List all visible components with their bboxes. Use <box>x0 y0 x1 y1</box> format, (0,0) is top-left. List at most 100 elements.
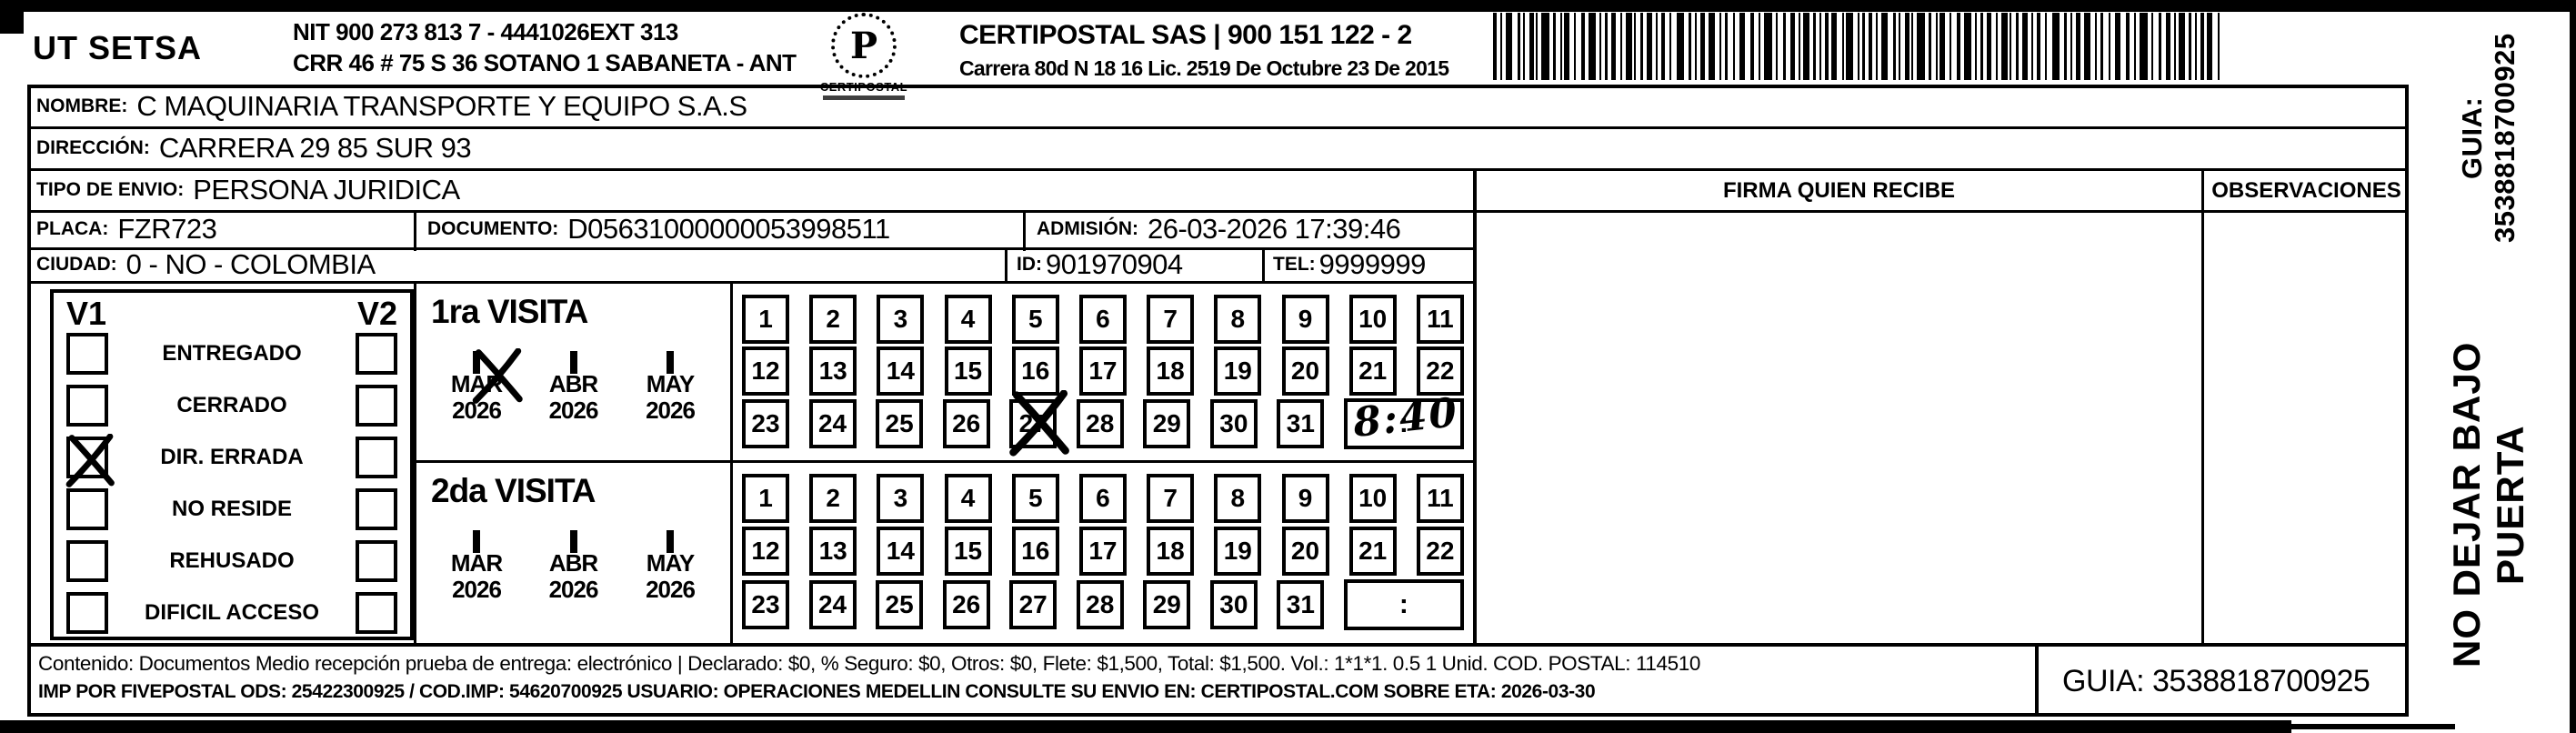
visit2-day-27[interactable]: 27 <box>1009 580 1057 629</box>
status-label-no-reside: NO RESIDE <box>171 497 293 521</box>
firma-quien-recibe-header: FIRMA QUIEN RECIBE <box>1722 178 1956 203</box>
visit1-month-checkbox-abr[interactable] <box>569 351 577 374</box>
visit1-day-4[interactable]: 4 <box>944 295 992 344</box>
visit2-day-29[interactable]: 29 <box>1143 580 1191 629</box>
visit2-month-checkbox-abr[interactable] <box>569 530 577 553</box>
visit1-time-box[interactable]: :8:40 <box>1343 389 1464 449</box>
visit2-day-2[interactable]: 2 <box>809 474 857 523</box>
visit2-day-30[interactable]: 30 <box>1209 580 1258 629</box>
status-label-dificil-acceso: DIFICIL ACCESO <box>144 600 319 625</box>
visit2-day-22[interactable]: 22 <box>1416 527 1464 576</box>
visit2-day-28[interactable]: 28 <box>1076 580 1124 629</box>
checkbox-v1-rehusado[interactable] <box>66 540 108 582</box>
visit2-day-1[interactable]: 1 <box>742 474 789 523</box>
visit1-day-2[interactable]: 2 <box>809 295 857 344</box>
visit2-day-16[interactable]: 16 <box>1011 527 1059 576</box>
visit2-day-11[interactable]: 11 <box>1416 474 1464 523</box>
visit2-day-8[interactable]: 8 <box>1214 474 1262 523</box>
visit1-month-checkbox-may[interactable] <box>667 351 674 374</box>
visit1-day-20[interactable]: 20 <box>1281 346 1329 396</box>
visit1-month-checkbox-mar[interactable] <box>472 348 523 404</box>
visit2-day-9[interactable]: 9 <box>1281 474 1329 523</box>
visit1-day-21[interactable]: 21 <box>1348 346 1397 396</box>
visit2-day-3[interactable]: 3 <box>877 474 925 523</box>
visit1-day-16[interactable]: 16 <box>1011 346 1059 396</box>
visit1-day-27[interactable]: 27 <box>1009 390 1070 457</box>
visit2-day-19[interactable]: 19 <box>1214 527 1262 576</box>
visit2-day-18[interactable]: 18 <box>1147 527 1195 576</box>
tipo-envio-label: TIPO DE ENVIO: <box>36 179 185 200</box>
visit1-day-8[interactable]: 8 <box>1214 295 1262 344</box>
direccion-value: CARRERA 29 85 SUR 93 <box>158 132 472 164</box>
checkbox-v2-dir-errada[interactable] <box>356 437 397 478</box>
visit1-day-18[interactable]: 18 <box>1147 346 1195 396</box>
company-address: Carrera 80d N 18 16 Lic. 2519 De Octubre… <box>959 56 1449 80</box>
checkbox-v1-cerrado[interactable] <box>66 385 108 427</box>
visit1-day-31[interactable]: 31 <box>1277 399 1325 448</box>
visit2-day-17[interactable]: 17 <box>1078 527 1127 576</box>
visit1-day-5[interactable]: 5 <box>1011 295 1059 344</box>
visit2-day-5[interactable]: 5 <box>1011 474 1059 523</box>
visit1-day-17[interactable]: 17 <box>1078 346 1127 396</box>
visit2-day-4[interactable]: 4 <box>944 474 992 523</box>
visit1-day-30[interactable]: 30 <box>1209 399 1258 448</box>
visit2-day-6[interactable]: 6 <box>1078 474 1127 523</box>
visit1-day-10[interactable]: 10 <box>1348 295 1397 344</box>
visit1-day-15[interactable]: 15 <box>944 346 992 396</box>
visit1-day-28[interactable]: 28 <box>1076 399 1124 448</box>
checkbox-v1-entregado[interactable] <box>66 333 108 375</box>
visit1-day-13[interactable]: 13 <box>809 346 857 396</box>
visit2-day-13[interactable]: 13 <box>809 527 857 576</box>
visit1-day-14[interactable]: 14 <box>877 346 925 396</box>
checkbox-v1-dificil-acceso[interactable] <box>66 592 108 634</box>
visit2-time-box[interactable]: : <box>1343 579 1464 630</box>
visit1-day-29[interactable]: 29 <box>1143 399 1191 448</box>
observaciones-header: OBSERVACIONES <box>2211 178 2401 203</box>
visit1-day-26[interactable]: 26 <box>942 399 990 448</box>
handwritten-time: 8:40 <box>1350 389 1461 447</box>
visit2-day-21[interactable]: 21 <box>1348 527 1397 576</box>
side-warning: NO DEJAR BAJO PUERTA GUIA: 3538818700925 <box>2411 0 2566 733</box>
visit2-day-15[interactable]: 15 <box>944 527 992 576</box>
visit2-day-26[interactable]: 26 <box>942 580 990 629</box>
visit2-month-checkbox-mar[interactable] <box>473 530 480 553</box>
visit1-day-25[interactable]: 25 <box>876 399 924 448</box>
visit2-day-24[interactable]: 24 <box>808 580 857 629</box>
visit2-day-14[interactable]: 14 <box>877 527 925 576</box>
visit2-month-checkbox-may[interactable] <box>667 530 674 553</box>
footer-imp-line: IMP POR FIVEPOSTAL ODS: 25422300925 / CO… <box>38 681 1596 702</box>
visit1-day-grid: 1 2 3 4 5 6 7 8 9 10 11 12 13 14 15 16 17 18 19 20 21 22 23 24 2… <box>733 284 1473 460</box>
visit2-day-12[interactable]: 12 <box>742 527 789 576</box>
visit1-day-9[interactable]: 9 <box>1281 295 1329 344</box>
visit1-day-19[interactable]: 19 <box>1214 346 1262 396</box>
checkbox-v2-dificil-acceso[interactable] <box>356 592 397 634</box>
checkbox-v2-rehusado[interactable] <box>356 540 397 582</box>
status-row-entregado: ENTREGADO <box>66 331 397 377</box>
visit2-title: 2da VISITA <box>431 472 596 509</box>
observaciones-area[interactable] <box>2204 213 2409 643</box>
visit1-day-3[interactable]: 3 <box>877 295 925 344</box>
visit2-day-25[interactable]: 25 <box>876 580 924 629</box>
scan-edge-right <box>2570 0 2576 733</box>
checkbox-v2-no-reside[interactable] <box>356 488 397 530</box>
visit2-day-31[interactable]: 31 <box>1277 580 1325 629</box>
visit1-day-24[interactable]: 24 <box>808 399 857 448</box>
visit2-day-23[interactable]: 23 <box>742 580 789 629</box>
visit1-day-11[interactable]: 11 <box>1416 295 1464 344</box>
checkbox-v1-dir-errada[interactable] <box>65 434 115 487</box>
guia-number: GUIA: 3538818700925 <box>2062 664 2371 698</box>
checkbox-v2-entregado[interactable] <box>356 333 397 375</box>
firma-area[interactable] <box>1477 213 2201 643</box>
visit2-day-7[interactable]: 7 <box>1147 474 1195 523</box>
checkbox-v2-cerrado[interactable] <box>356 385 397 427</box>
visit2-day-10[interactable]: 10 <box>1348 474 1397 523</box>
visit1-day-22[interactable]: 22 <box>1416 346 1464 396</box>
visit1-day-1[interactable]: 1 <box>742 295 789 344</box>
visit1-day-12[interactable]: 12 <box>742 346 789 396</box>
visit1-day-6[interactable]: 6 <box>1078 295 1127 344</box>
visit2-day-20[interactable]: 20 <box>1281 527 1329 576</box>
checkbox-v1-no-reside[interactable] <box>66 488 108 530</box>
visit1-day-23[interactable]: 23 <box>742 399 789 448</box>
scan-edge-bottom <box>0 720 2291 733</box>
visit1-day-7[interactable]: 7 <box>1147 295 1195 344</box>
